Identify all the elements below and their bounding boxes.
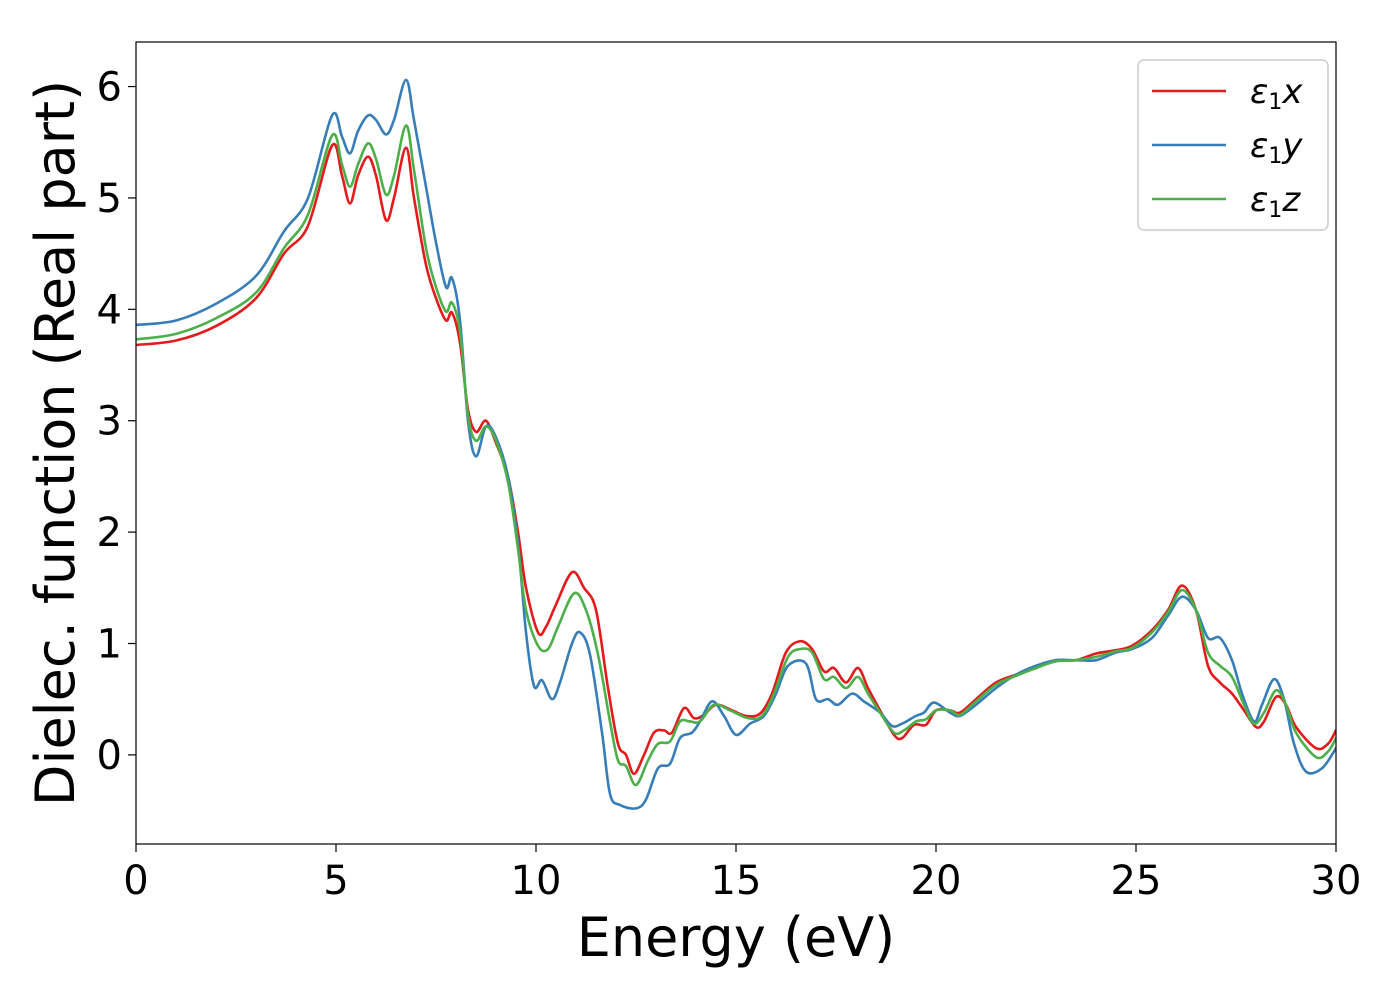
- y-tick-label: 5: [97, 176, 122, 222]
- y-tick-label: 0: [97, 733, 122, 779]
- x-tick-label: 15: [711, 858, 762, 904]
- series-line-z: [136, 124, 1336, 787]
- x-tick-label: 10: [511, 858, 562, 904]
- x-tick-label: 5: [323, 858, 348, 904]
- series-layer: [136, 78, 1336, 810]
- plot-frame: [135, 41, 1337, 845]
- y-tick-label: 4: [97, 287, 122, 333]
- y-axis-label: Dielec. function (Real part): [24, 80, 87, 806]
- y-axis-ticks: 0 1 2 3 4 5 6: [97, 65, 136, 779]
- legend-box: [1137, 59, 1329, 231]
- x-axis-ticks: 0 5 10 15 20 25 30: [123, 844, 1361, 904]
- legend: ε1x ε1y ε1z: [1137, 59, 1329, 231]
- legend-label-y: ε1y: [1250, 126, 1303, 169]
- y-tick-label: 3: [97, 399, 122, 445]
- x-tick-label: 30: [1311, 858, 1362, 904]
- x-axis-label: Energy (eV): [577, 906, 896, 969]
- y-tick-label: 1: [97, 622, 122, 668]
- x-tick-label: 0: [123, 858, 148, 904]
- x-tick-label: 20: [911, 858, 962, 904]
- legend-label-x: ε1x: [1250, 72, 1303, 115]
- x-tick-label: 25: [1111, 858, 1162, 904]
- y-tick-label: 2: [97, 510, 122, 556]
- plot-area: [136, 42, 1336, 844]
- series-line-y: [136, 78, 1336, 810]
- y-tick-label: 6: [97, 65, 122, 111]
- legend-label-z: ε1z: [1250, 180, 1301, 223]
